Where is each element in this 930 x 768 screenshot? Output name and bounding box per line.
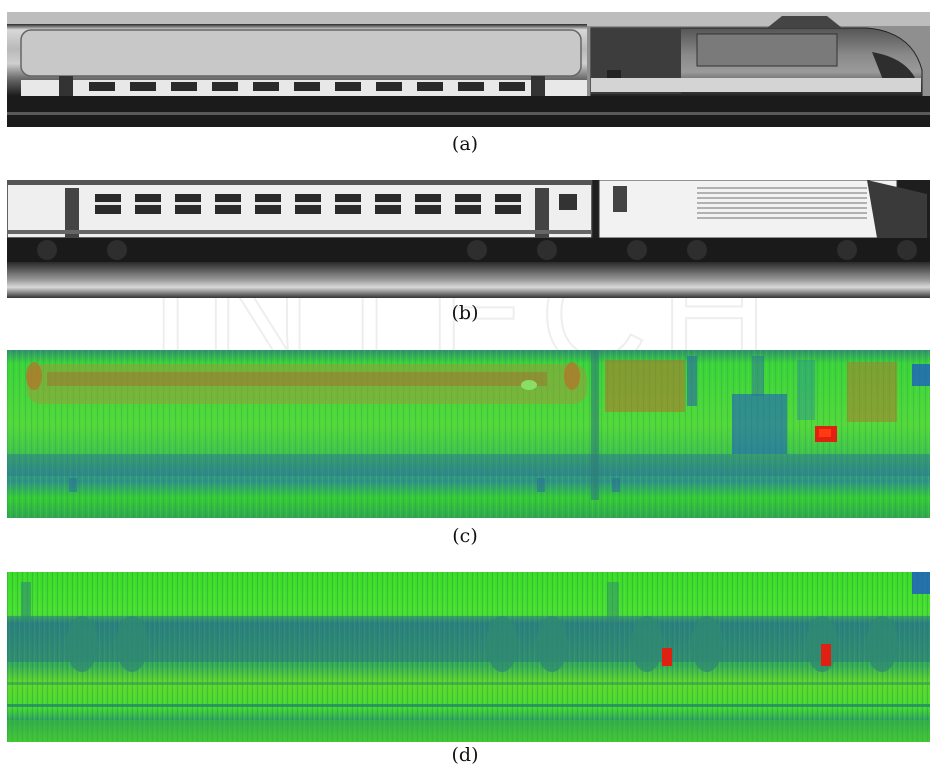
caption-c: (c) bbox=[452, 525, 478, 547]
panel-a-train-image bbox=[7, 12, 930, 127]
caption-a: (a) bbox=[451, 133, 479, 155]
panel-d-false-color-image bbox=[7, 572, 930, 742]
caption-d: (d) bbox=[451, 744, 479, 766]
panel-c-false-color-image bbox=[7, 350, 930, 518]
panel-b-train-image bbox=[7, 180, 930, 298]
caption-b: (b) bbox=[451, 302, 479, 324]
